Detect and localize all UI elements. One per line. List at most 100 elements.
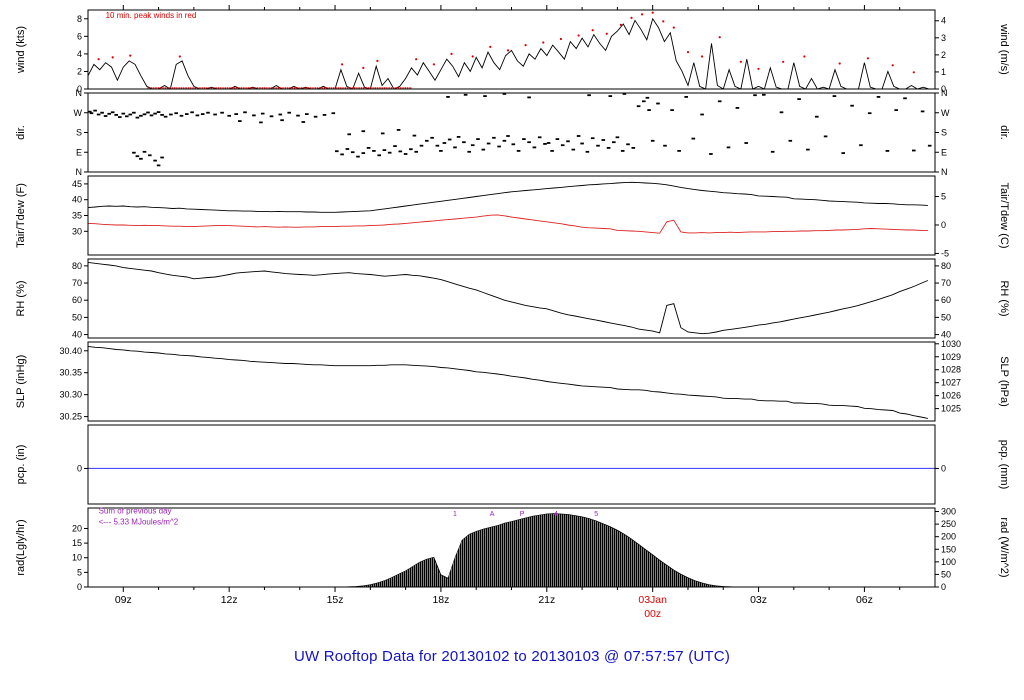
ytick-wind-right: 0 <box>941 84 946 94</box>
ytick-tair-right: 5 <box>941 192 946 202</box>
panel-wind: 0 2 4 6 8 0 1 2 3 4 wind (kts) wind (m/s) 10 min. pe… <box>15 9 1010 94</box>
ytick-dir-right: N <box>941 88 948 98</box>
ytick-rad-right: 100 <box>941 557 956 567</box>
wind-direction-scatter <box>88 93 932 167</box>
ytick-tair-left: 45 <box>72 179 82 189</box>
ytick-dir-right: N <box>941 167 948 177</box>
solar-radiation-area <box>88 513 928 587</box>
xtick-label: 03z <box>750 594 767 606</box>
axis-label-wind-right: wind (m/s) <box>998 23 1010 75</box>
annotation-rad: Sum of previous day <box>99 507 172 516</box>
ytick-slp-left: 30.25 <box>59 412 82 422</box>
ytick-wind-left: 6 <box>77 31 82 41</box>
ytick-rh-left: 70 <box>72 278 82 288</box>
xtick-label: 18z <box>432 594 449 606</box>
axis-label-wind-left: wind (kts) <box>15 26 27 74</box>
ytick-wind-left: 2 <box>77 66 82 76</box>
ytick-slp-right: 1026 <box>941 391 961 401</box>
ytick-rad-right: 50 <box>941 569 951 579</box>
ytick-dir-right: W <box>941 108 950 118</box>
ytick-wind-left: 4 <box>77 49 82 59</box>
ytick-slp-right: 1029 <box>941 352 961 362</box>
tdew-line <box>88 214 928 234</box>
axis-label-dir-right: dir. <box>998 125 1010 140</box>
annotation-rad: <--- 5.33 MJoules/m^2 <box>99 518 179 527</box>
xtick-label: 21z <box>538 594 555 606</box>
ytick-dir-left: W <box>74 108 83 118</box>
axis-label-pcp-right: pcp. (mm) <box>998 440 1010 490</box>
slp-line <box>88 345 928 419</box>
ytick-rad-left: 10 <box>72 553 82 563</box>
marker-rad: 4 <box>554 511 558 518</box>
ytick-rh-left: 80 <box>72 261 82 271</box>
xtick-label: 12z <box>221 594 238 606</box>
ytick-wind-left: 0 <box>77 84 82 94</box>
ytick-dir-left: E <box>76 147 82 157</box>
ytick-rh-left: 40 <box>72 330 82 340</box>
ytick-tair-right: -5 <box>941 248 949 258</box>
ytick-slp-left: 30.30 <box>59 390 82 400</box>
panel-slp: 30.25 30.30 30.35 30.40 1025 1026 1027 1028 1029… <box>15 339 1010 422</box>
rh-line <box>88 261 929 335</box>
ytick-tair-left: 30 <box>72 226 82 236</box>
ytick-wind-right: 4 <box>941 16 946 26</box>
axis-label-tair-right: Tair/Tdew (C) <box>998 182 1010 248</box>
ytick-rh-right: 60 <box>941 295 951 305</box>
ytick-tair-right: 0 <box>941 220 946 230</box>
ytick-pcp-right: 0 <box>941 463 946 473</box>
tair-line <box>88 181 928 213</box>
ytick-tair-left: 40 <box>72 195 82 205</box>
marker-rad: A <box>490 511 495 518</box>
xtick-label: 06z <box>856 594 873 606</box>
ytick-rad-left: 0 <box>77 582 82 592</box>
xtick-label: 09z <box>115 594 132 606</box>
ytick-rad-right: 250 <box>941 519 956 529</box>
wind-speed-line <box>88 17 930 89</box>
ytick-dir-left: N <box>76 167 83 177</box>
ytick-dir-right: E <box>941 147 947 157</box>
ytick-rh-right: 70 <box>941 278 951 288</box>
axis-label-rh-right: RH (%) <box>998 280 1010 316</box>
ytick-wind-left: 8 <box>77 14 82 24</box>
ytick-wind-right: 2 <box>941 50 946 60</box>
ytick-wind-right: 1 <box>941 67 946 77</box>
axis-label-rad-right: rad (W/m^2) <box>998 517 1010 577</box>
axis-label-slp-left: SLP (inHg) <box>15 355 27 409</box>
ytick-dir-right: S <box>941 128 947 138</box>
ytick-rh-left: 50 <box>72 312 82 322</box>
axis-label-rad-left: rad(Lgly/hr) <box>15 519 27 575</box>
ytick-slp-left: 30.35 <box>59 368 82 378</box>
panel-rh: 40 50 60 70 80 40 50 60 70 80 RH (%) RH (%) <box>15 258 1010 340</box>
axis-label-tair-left: Tair/Tdew (F) <box>15 183 27 248</box>
ytick-rh-right: 80 <box>941 261 951 271</box>
xtick-label-2: 00z <box>644 608 661 620</box>
ytick-rad-left: 5 <box>77 567 82 577</box>
ytick-wind-right: 3 <box>941 33 946 43</box>
ytick-slp-right: 1030 <box>941 339 961 349</box>
ytick-rh-right: 50 <box>941 312 951 322</box>
xtick-label: 15z <box>327 594 344 606</box>
ytick-rad-left: 15 <box>72 538 82 548</box>
ytick-dir-left: N <box>76 88 83 98</box>
peak-wind-zero-run <box>147 87 412 89</box>
ytick-rad-right: 0 <box>941 582 946 592</box>
axis-label-pcp-left: pcp. (in) <box>15 445 27 485</box>
axis-label-rh-left: RH (%) <box>15 280 27 316</box>
ytick-slp-right: 1027 <box>941 378 961 388</box>
ytick-rh-left: 60 <box>72 295 82 305</box>
annotation-wind: 10 min. peak winds in red <box>106 11 197 20</box>
panel-tair: 30 35 40 45 -5 0 5 Tair/Tdew (F) Tair/Tdew (C) <box>15 175 1010 258</box>
axis-label-slp-right: SLP (hPa) <box>998 356 1010 407</box>
x-axis: 09z 12z 15z 18z 21z 03Jan 00z 03z 06z <box>115 5 901 620</box>
ytick-tair-left: 35 <box>72 211 82 221</box>
marker-rad: 1 <box>453 511 457 518</box>
weather-station-dashboard: 0 2 4 6 8 0 1 2 3 4 wind (kts) wind (m/s) 10 min. pe… <box>15 5 1010 665</box>
ytick-rad-right: 300 <box>941 507 956 517</box>
panel-pcp: 0 0 pcp. (in) pcp. (mm) <box>15 424 1010 505</box>
ytick-slp-right: 1028 <box>941 365 961 375</box>
marker-rad: 5 <box>594 511 598 518</box>
ytick-dir-left: S <box>76 128 82 138</box>
